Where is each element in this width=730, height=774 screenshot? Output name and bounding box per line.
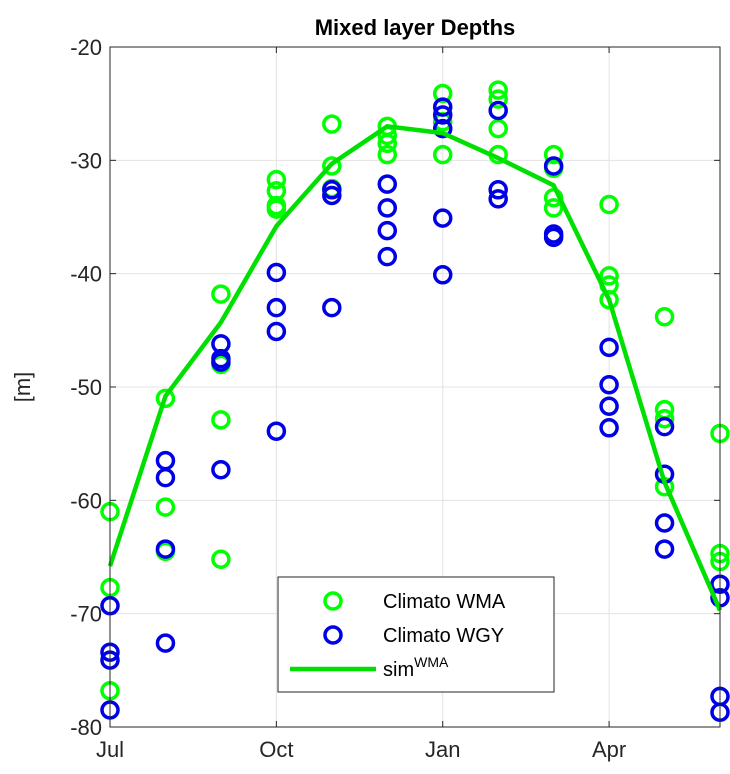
data-point: [211, 459, 231, 480]
data-point: [543, 156, 564, 176]
data-point: [155, 633, 176, 653]
legend-label: Climato WGY: [383, 625, 504, 647]
data-point: [599, 194, 619, 215]
data-point: [432, 97, 453, 117]
data-point: [543, 227, 564, 248]
data-point: [155, 539, 176, 559]
data-point: [488, 180, 508, 200]
y-tick-label: -80: [70, 715, 102, 740]
data-point: [488, 100, 508, 121]
data-point: [432, 144, 453, 165]
y-tick-label: -20: [70, 35, 102, 60]
series-layer: [100, 80, 730, 723]
data-point: [322, 185, 342, 206]
data-point: [599, 266, 619, 286]
legend-marker-swatch: [323, 591, 343, 611]
data-point: [432, 83, 453, 104]
y-axis-label: [m]: [10, 372, 35, 403]
data-point: [266, 199, 287, 219]
y-tick-label: -70: [70, 602, 102, 627]
data-point: [432, 118, 453, 139]
data-point: [377, 174, 398, 194]
data-point: [377, 133, 398, 154]
x-tick-label: Jul: [96, 737, 124, 762]
legend: Climato WMA Climato WGY simWMA: [277, 576, 555, 693]
data-point: [211, 352, 231, 372]
data-point: [322, 180, 342, 200]
data-point: [488, 80, 508, 100]
data-point: [377, 220, 398, 241]
data-point: [211, 284, 231, 304]
data-point: [599, 337, 619, 358]
data-point: [488, 118, 508, 139]
series-sim: [107, 124, 723, 612]
data-point: [599, 289, 619, 310]
legend-label: simWMA: [383, 654, 449, 681]
x-tick-label: Oct: [259, 737, 293, 762]
data-point: [599, 396, 619, 417]
data-point: [543, 144, 564, 165]
data-point: [266, 297, 287, 318]
data-point: [488, 89, 508, 109]
data-point: [322, 114, 342, 134]
data-point: [266, 421, 287, 441]
data-point: [266, 262, 287, 283]
chart-title: Mixed layer Depths: [315, 15, 516, 40]
axes: [109, 46, 721, 728]
data-point: [654, 306, 675, 327]
data-point: [211, 549, 231, 570]
data-point: [266, 321, 287, 342]
data-point: [377, 198, 398, 218]
tick-labels: Jul Oct Jan Apr -80 -70 -60 -50 -40 -30 -20: [70, 35, 626, 762]
sim-line: [107, 124, 723, 612]
legend-marker-swatch: [323, 625, 343, 645]
data-point: [211, 410, 231, 430]
y-tick-label: -30: [70, 148, 102, 173]
data-point: [599, 418, 619, 438]
data-point: [377, 246, 398, 267]
data-point: [654, 416, 675, 437]
legend-label: Climato WMA: [383, 591, 506, 613]
data-point: [155, 388, 176, 409]
data-point: [266, 169, 287, 190]
data-point: [377, 144, 398, 165]
x-tick-label: Apr: [592, 737, 626, 762]
data-point: [599, 374, 619, 395]
data-point: [543, 198, 564, 218]
y-tick-label: -60: [70, 488, 102, 513]
data-point: [432, 265, 453, 285]
data-point: [654, 539, 675, 559]
data-point: [432, 105, 453, 125]
data-point: [322, 156, 342, 176]
data-point: [155, 467, 176, 488]
data-point: [322, 297, 342, 318]
data-point: [488, 189, 508, 209]
y-tick-label: -40: [70, 262, 102, 287]
data-point: [155, 497, 176, 517]
y-tick-label: -50: [70, 375, 102, 400]
data-point: [654, 408, 675, 429]
data-point: [432, 208, 453, 228]
x-tick-label: Jan: [425, 737, 460, 762]
data-point: [654, 513, 675, 533]
